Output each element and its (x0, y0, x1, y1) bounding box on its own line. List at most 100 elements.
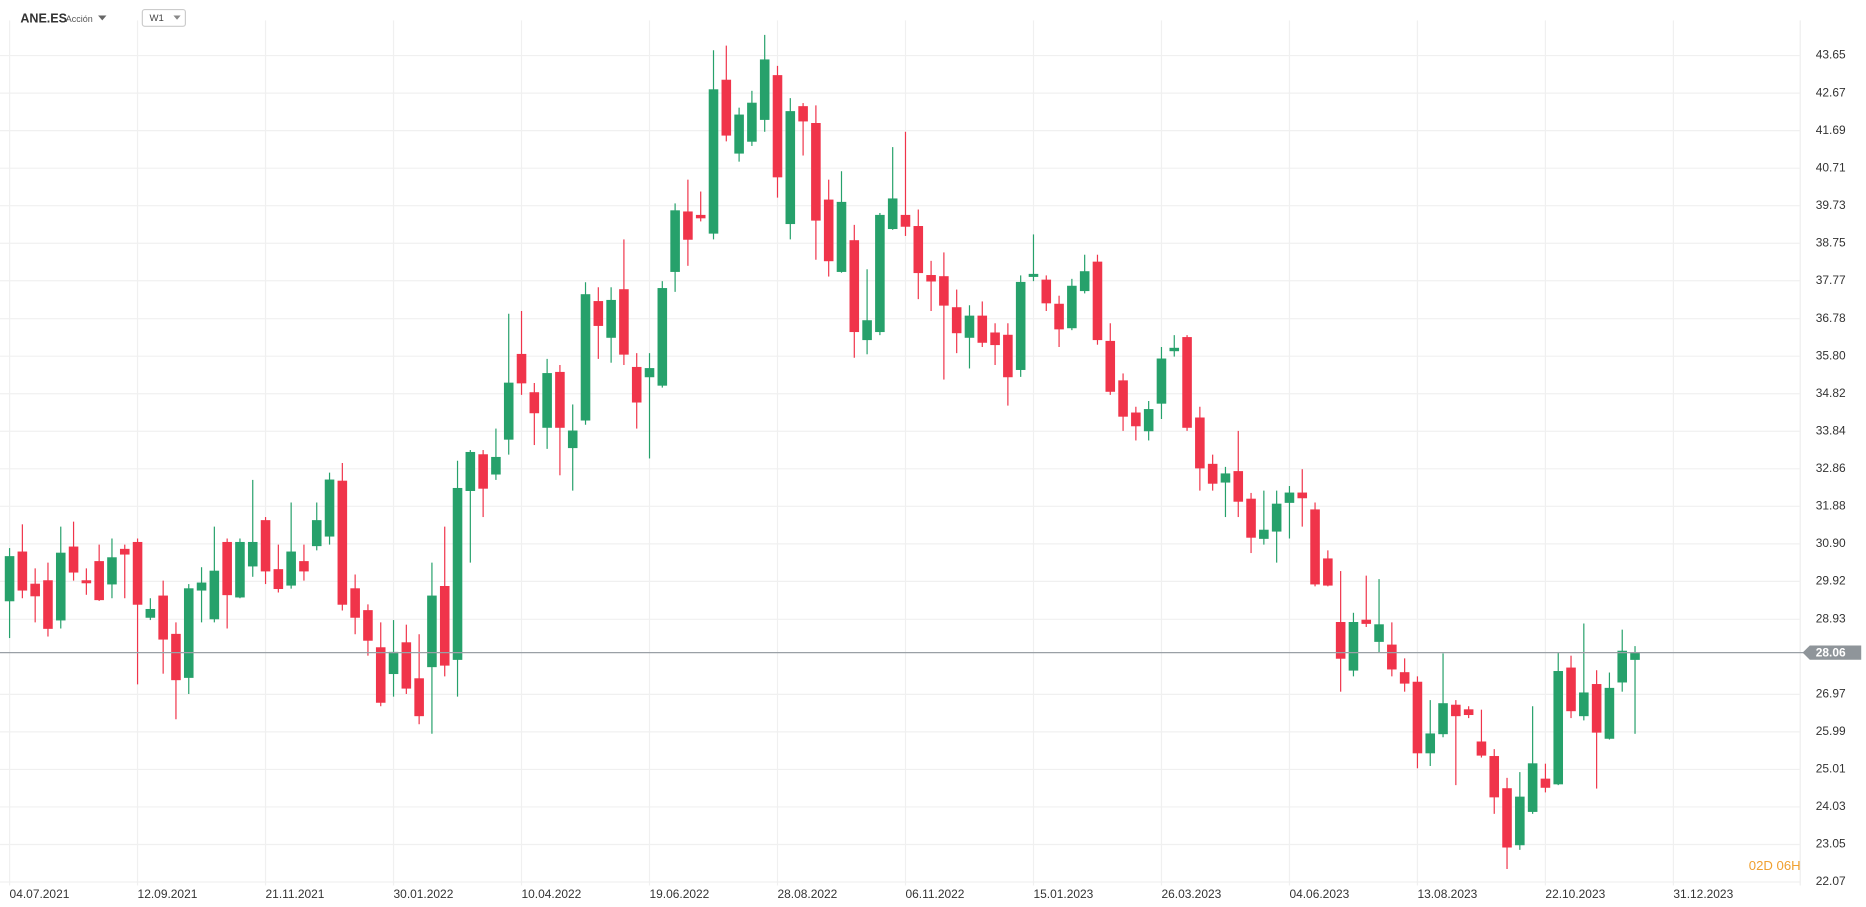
candle-body (209, 570, 220, 620)
y-tick-label: 29.92 (1816, 574, 1846, 588)
candle-body (1131, 412, 1141, 427)
candle-body (388, 651, 399, 675)
candle-body (1438, 703, 1448, 735)
candle-body (798, 106, 808, 122)
candle-body (708, 89, 719, 234)
y-tick-label: 39.73 (1816, 198, 1846, 212)
candle-body (555, 371, 565, 428)
candle-body (721, 79, 732, 136)
candle-body (900, 214, 911, 227)
candle-body (299, 561, 309, 572)
candle-body (273, 569, 284, 590)
candle-body (759, 59, 770, 120)
candle-body (17, 551, 28, 591)
candle-body (1540, 778, 1551, 788)
x-tick-label: 19.06.2022 (650, 887, 710, 901)
x-tick-label: 06.11.2022 (905, 887, 964, 901)
candle-body (849, 240, 860, 333)
x-tick-label: 13.08.2023 (1417, 887, 1477, 901)
candle-body (631, 366, 642, 403)
candle-body (158, 595, 168, 640)
candle-body (1451, 704, 1461, 717)
candle-body (657, 288, 668, 386)
candle-body (1054, 303, 1064, 330)
y-tick-label: 31.88 (1816, 498, 1846, 512)
candle-body (567, 430, 578, 449)
candle-body (1207, 463, 1218, 484)
candle-body (145, 608, 156, 618)
candle-body (1182, 337, 1192, 428)
candle-body (1195, 417, 1205, 469)
candle-body (478, 454, 488, 489)
symbol: ANE.ES (20, 11, 67, 25)
candle-body (785, 111, 796, 225)
candle-body (606, 299, 616, 338)
candle-body (1028, 273, 1039, 277)
timeframe-dropdown[interactable] (173, 15, 181, 20)
candle-body (1579, 692, 1589, 717)
candle-body (1617, 650, 1628, 683)
y-tick-label: 36.78 (1816, 311, 1846, 325)
y-tick-label: 25.01 (1816, 762, 1846, 776)
y-tick-label: 35.80 (1816, 348, 1846, 362)
candle-body (119, 548, 130, 555)
candle-body (939, 276, 949, 306)
y-tick-label: 26.97 (1816, 687, 1846, 701)
candle-body (107, 557, 117, 585)
candle-body (926, 275, 936, 282)
candle-body (247, 541, 258, 567)
candle-body (913, 226, 924, 274)
candle-body (260, 520, 271, 572)
candle-body (683, 211, 693, 240)
candle-body (1412, 681, 1423, 754)
candle-body (1067, 285, 1077, 329)
y-tick-label: 38.75 (1816, 235, 1846, 249)
y-tick-label: 22.07 (1816, 874, 1846, 888)
candle-body (1553, 671, 1564, 785)
candle-body (823, 199, 834, 262)
candle-body (1489, 756, 1500, 798)
candle-body (1297, 492, 1308, 499)
x-tick-label: 04.07.2021 (10, 887, 70, 901)
candle-body (1271, 503, 1282, 532)
candle-body (1566, 667, 1576, 712)
candle-body (1220, 473, 1231, 483)
candle-body (375, 647, 386, 703)
candle-body (439, 586, 450, 666)
x-tick-label: 22.10.2023 (1545, 887, 1605, 901)
timeframe[interactable]: W1 (150, 13, 164, 24)
grid (0, 20, 1801, 886)
candle-body (990, 332, 1000, 346)
candle-body (529, 392, 540, 414)
candle-body (1003, 334, 1013, 378)
candle-body (1591, 684, 1602, 733)
candle-body (734, 114, 744, 154)
y-tick-label: 34.82 (1816, 386, 1846, 400)
timeframe-box[interactable] (141, 8, 187, 27)
candle-body (414, 678, 424, 717)
candle-body (427, 595, 437, 668)
candle-body (452, 487, 463, 660)
candle-body (196, 582, 207, 591)
candle-body (644, 368, 655, 378)
y-tick-label: 30.90 (1816, 536, 1846, 550)
y-tick-label: 28.93 (1816, 611, 1846, 625)
candle-body (286, 551, 296, 586)
candle-body (1233, 471, 1244, 502)
candle-body (503, 382, 514, 440)
candle-body (887, 198, 898, 230)
candle-body (1425, 733, 1436, 754)
candle-body (1335, 622, 1346, 659)
candle-body (132, 541, 143, 605)
y-tick-label: 32.86 (1816, 461, 1846, 475)
candle-body (772, 75, 783, 178)
candle-body (580, 294, 591, 421)
candle-body (324, 479, 335, 537)
current-price-label: 28.06 (1816, 645, 1846, 659)
x-tick-label: 21.11.2021 (266, 887, 325, 901)
candle-body (465, 451, 476, 491)
candle-body (1143, 409, 1154, 432)
candle-body (1310, 509, 1320, 585)
candle-body (1630, 652, 1640, 660)
symbol-dropdown[interactable] (98, 15, 107, 21)
